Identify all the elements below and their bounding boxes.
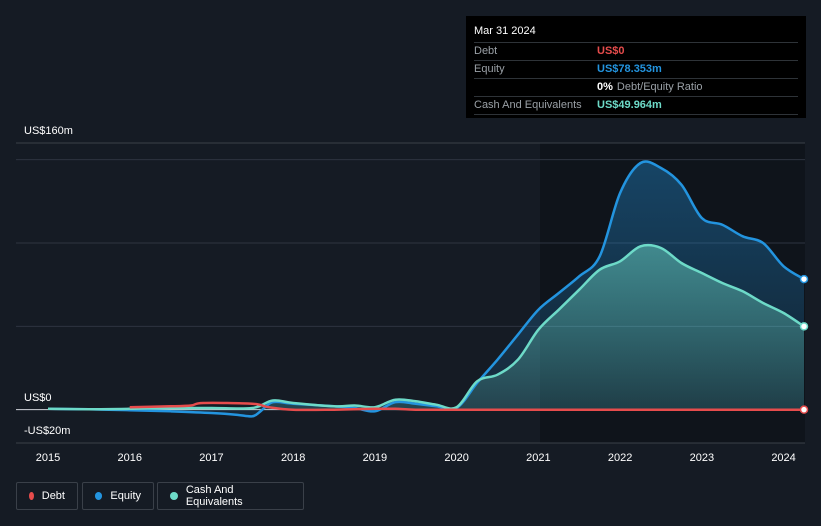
tooltip-row-ratio: 0% Debt/Equity Ratio [474,78,798,96]
tooltip-panel: Mar 31 2024 Debt US$0 Equity US$78.353m … [466,16,806,118]
tooltip-row-cash: Cash And Equivalents US$49.964m [474,96,798,115]
x-tick-label-2018: 2018 [281,452,305,464]
y-tick-label-160: US$160m [24,125,73,137]
tooltip-ratio-label: Debt/Equity Ratio [616,81,703,93]
tooltip-cash-value: US$49.964m [597,99,662,111]
legend-cash[interactable]: Cash And Equivalents [157,482,304,510]
tooltip-debt-value: US$0 [597,45,625,57]
tooltip-row-debt: Debt US$0 [474,42,798,60]
x-tick-label-2019: 2019 [363,452,387,464]
tooltip-equity-value: US$78.353m [597,63,662,75]
legend-debt-dot [29,492,34,500]
series-endpoint-cash [799,322,809,331]
y-tick-label-0: US$0 [24,392,52,404]
legend-cash-label: Cash And Equivalents [185,484,243,508]
series-endpoint-debt [799,405,809,414]
y-tick-label-neg20: -US$20m [24,425,71,437]
series-area-cash [48,245,804,410]
x-tick-label-2015: 2015 [36,452,60,464]
series-line-equity [47,160,805,418]
series-line-cash [47,243,805,411]
tooltip-debt-label: Debt [474,45,498,57]
tooltip-date: Mar 31 2024 [474,25,536,37]
series-endpoint-equity [799,274,809,284]
legend-equity-dot [95,492,103,500]
tooltip-ratio-spacer [474,79,597,96]
x-tick-label-2022: 2022 [608,452,632,464]
x-tick-label-2020: 2020 [444,452,468,464]
tooltip-cash-label: Cash And Equivalents [474,99,582,111]
tooltip-row-equity: Equity US$78.353m [474,60,798,78]
tooltip-equity-label: Equity [474,63,505,75]
legend-debt[interactable]: Debt [16,482,78,510]
x-tick-label-2024: 2024 [771,452,795,464]
tooltip-ratio-value: 0% [597,81,613,93]
x-tick-label-2023: 2023 [690,452,714,464]
x-tick-label-2016: 2016 [117,452,141,464]
legend-debt-label: Debt [41,490,65,502]
legend-equity[interactable]: Equity [82,482,154,510]
series-line-debt [129,401,804,412]
x-tick-label-2017: 2017 [199,452,223,464]
legend-cash-dot [170,492,178,500]
legend-equity-label: Equity [110,490,141,502]
x-tick-label-2021: 2021 [526,452,550,464]
